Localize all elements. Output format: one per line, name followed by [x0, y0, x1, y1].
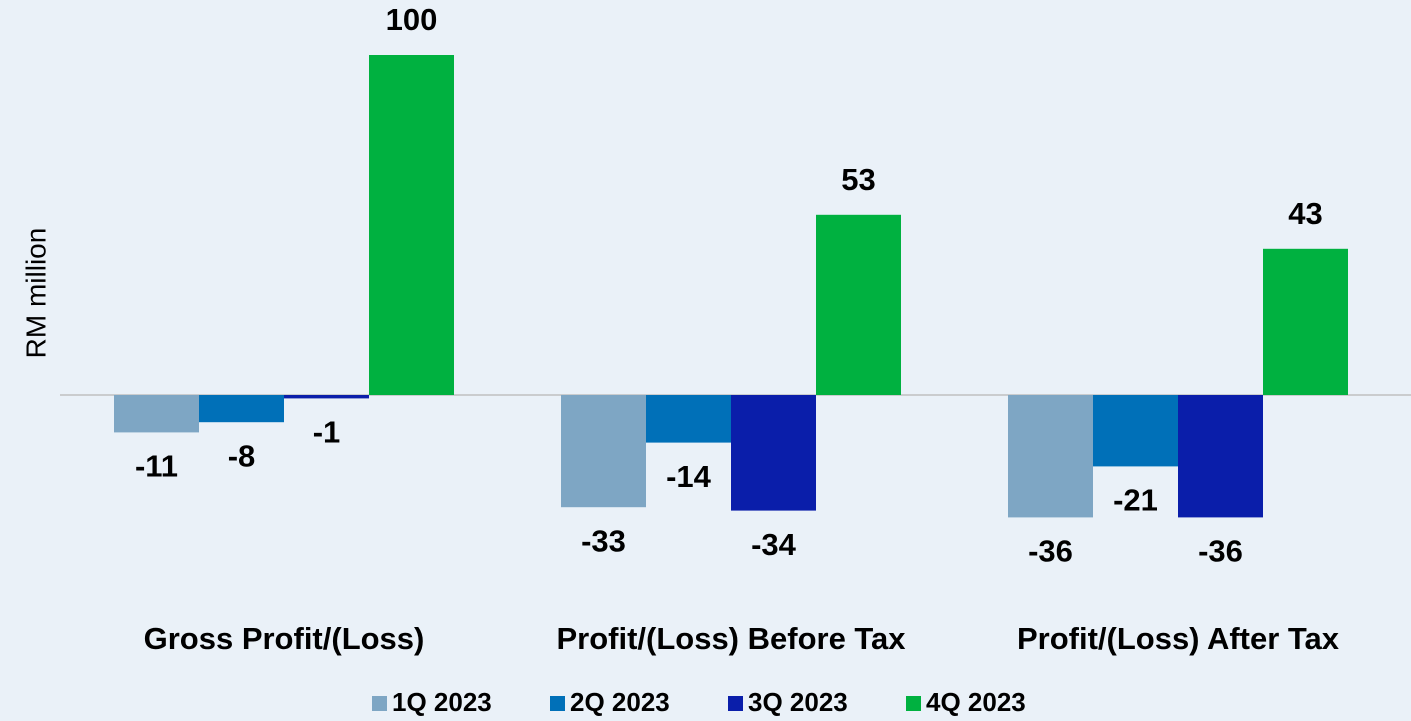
data-label: -33	[581, 523, 626, 558]
legend-label: 4Q 2023	[926, 687, 1026, 717]
x-tick-label: Profit/(Loss) After Tax	[1017, 621, 1340, 656]
bar	[369, 55, 454, 395]
data-label: -36	[1028, 534, 1073, 569]
data-label: 43	[1288, 196, 1322, 231]
legend-swatch	[728, 696, 743, 711]
bar	[731, 395, 816, 511]
data-label: -8	[228, 438, 256, 473]
bar	[646, 395, 731, 443]
legend-label: 3Q 2023	[748, 687, 848, 717]
bar	[114, 395, 199, 433]
bar	[1178, 395, 1263, 518]
bar	[816, 214, 901, 395]
legend-label: 2Q 2023	[570, 687, 670, 717]
bar	[561, 395, 646, 508]
legend-swatch	[372, 696, 387, 711]
bar	[284, 395, 369, 399]
data-label: -14	[666, 459, 712, 494]
data-label: -36	[1198, 534, 1243, 569]
data-label: 100	[386, 2, 438, 37]
data-label: -21	[1113, 483, 1158, 518]
legend-label: 1Q 2023	[392, 687, 492, 717]
data-label: 53	[841, 162, 875, 197]
x-tick-label: Gross Profit/(Loss)	[144, 621, 425, 656]
bar	[1093, 395, 1178, 467]
bar	[1008, 395, 1093, 518]
legend-swatch	[906, 696, 921, 711]
x-tick-label: Profit/(Loss) Before Tax	[556, 621, 906, 656]
data-label: -1	[313, 415, 341, 450]
bar	[199, 395, 284, 423]
data-label: -34	[751, 527, 797, 562]
bar	[1263, 248, 1348, 395]
y-axis-label: RM million	[20, 228, 51, 359]
legend-swatch	[550, 696, 565, 711]
data-label: -11	[135, 449, 178, 484]
